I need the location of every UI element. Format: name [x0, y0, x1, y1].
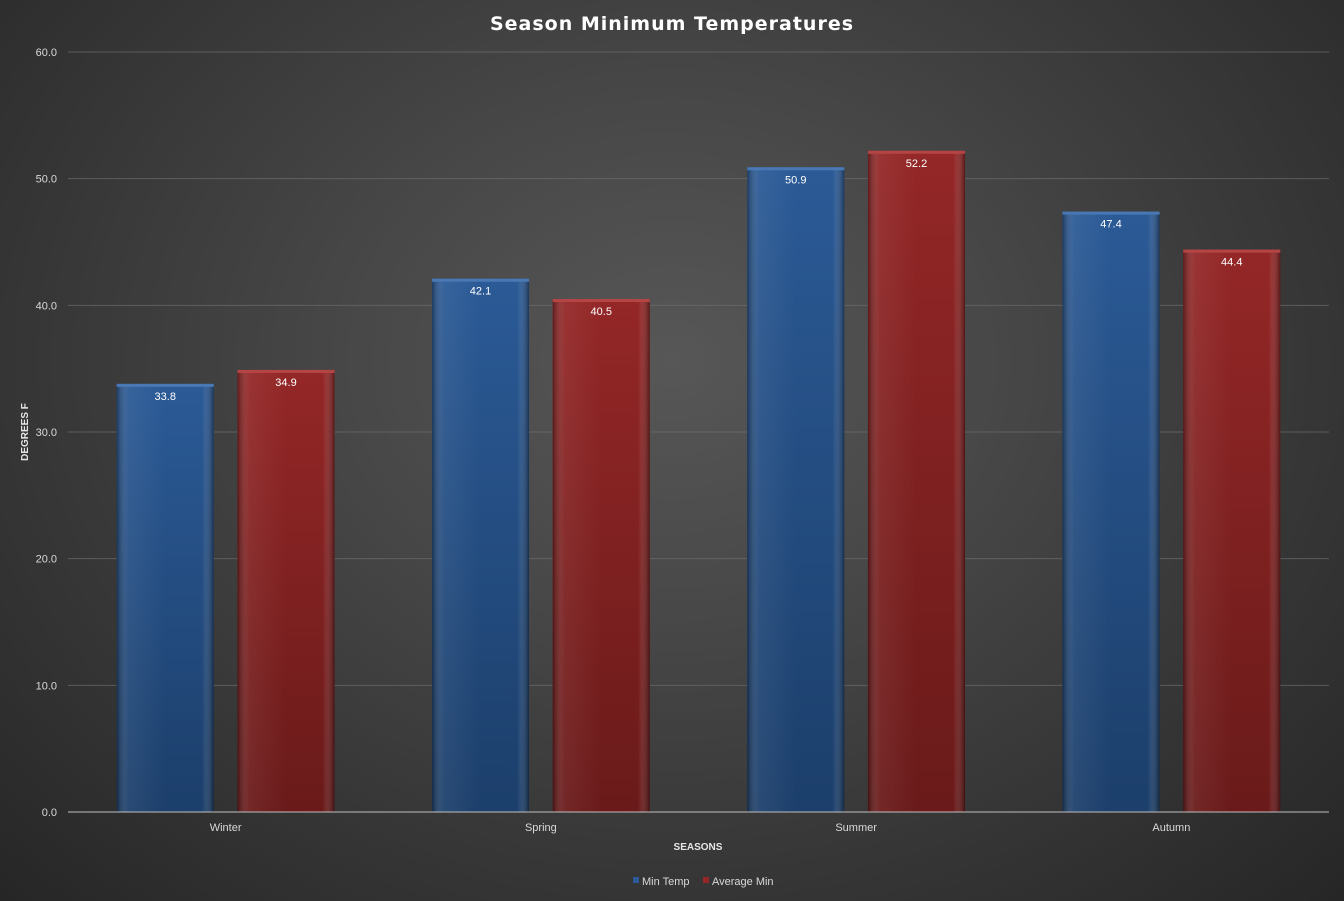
bars: 33.8 34.9 42.1 40.5 50.9 52.2 47.4 44.4 — [116, 150, 1281, 813]
bar-shading-min-temp-spring — [431, 278, 530, 812]
y-tick-label: 20.0 — [36, 554, 57, 566]
bar-shading-average-min-summer — [867, 150, 966, 813]
x-axis-title: SEASONS — [674, 842, 723, 853]
legend-label-average-min: Average Min — [712, 876, 774, 888]
y-tick-label: 30.0 — [36, 427, 57, 439]
x-category-label-summer: Summer — [835, 822, 877, 834]
bar-top-min-temp-summer — [747, 167, 845, 171]
data-label-average-min-autumn: 44.4 — [1221, 257, 1242, 269]
bar-shading-min-temp-summer — [747, 167, 845, 812]
bar-top-average-min-winter — [237, 369, 335, 373]
data-label-min-temp-autumn: 47.4 — [1100, 219, 1121, 231]
x-axis-categories: Winter Spring Summer Autumn — [210, 822, 1191, 834]
data-label-average-min-summer: 52.2 — [906, 158, 927, 170]
data-label-min-temp-winter: 33.8 — [155, 391, 176, 403]
bar-shading-min-temp-winter — [116, 383, 214, 812]
bar-top-average-min-summer — [867, 150, 966, 154]
y-tick-label: 10.0 — [36, 680, 57, 692]
data-label-average-min-winter: 34.9 — [275, 377, 296, 389]
x-category-label-autumn: Autumn — [1152, 822, 1190, 834]
legend-swatch-min-temp — [633, 877, 639, 883]
bar-top-min-temp-autumn — [1062, 211, 1160, 215]
legend: Min Temp Average Min — [633, 876, 774, 888]
bar-top-average-min-spring — [552, 299, 650, 302]
y-tick-label: 40.0 — [36, 300, 57, 312]
data-label-average-min-spring: 40.5 — [591, 306, 612, 318]
legend-swatch-average-min — [703, 877, 709, 883]
data-label-min-temp-summer: 50.9 — [785, 174, 806, 186]
data-label-min-temp-spring: 42.1 — [470, 286, 491, 298]
y-tick-label: 50.0 — [36, 174, 57, 186]
bar-shading-average-min-spring — [552, 299, 650, 812]
x-category-label-winter: Winter — [210, 822, 242, 834]
chart-title: Season Minimum Temperatures — [490, 13, 854, 35]
bar-top-min-temp-spring — [431, 278, 530, 282]
bar-top-min-temp-winter — [116, 383, 214, 387]
y-tick-label: 60.0 — [36, 47, 57, 59]
legend-label-min-temp: Min Temp — [642, 876, 689, 888]
bar-shading-average-min-autumn — [1183, 249, 1281, 813]
x-category-label-spring: Spring — [525, 822, 557, 834]
y-tick-label: 0.0 — [42, 807, 57, 819]
bar-shading-min-temp-autumn — [1062, 211, 1160, 813]
bar-top-average-min-autumn — [1183, 249, 1281, 253]
bar-shading-average-min-winter — [237, 369, 335, 812]
y-axis-ticks: 0.0 10.0 20.0 30.0 40.0 50.0 60.0 — [36, 47, 57, 819]
y-axis-title: DEGREES F — [20, 403, 31, 461]
